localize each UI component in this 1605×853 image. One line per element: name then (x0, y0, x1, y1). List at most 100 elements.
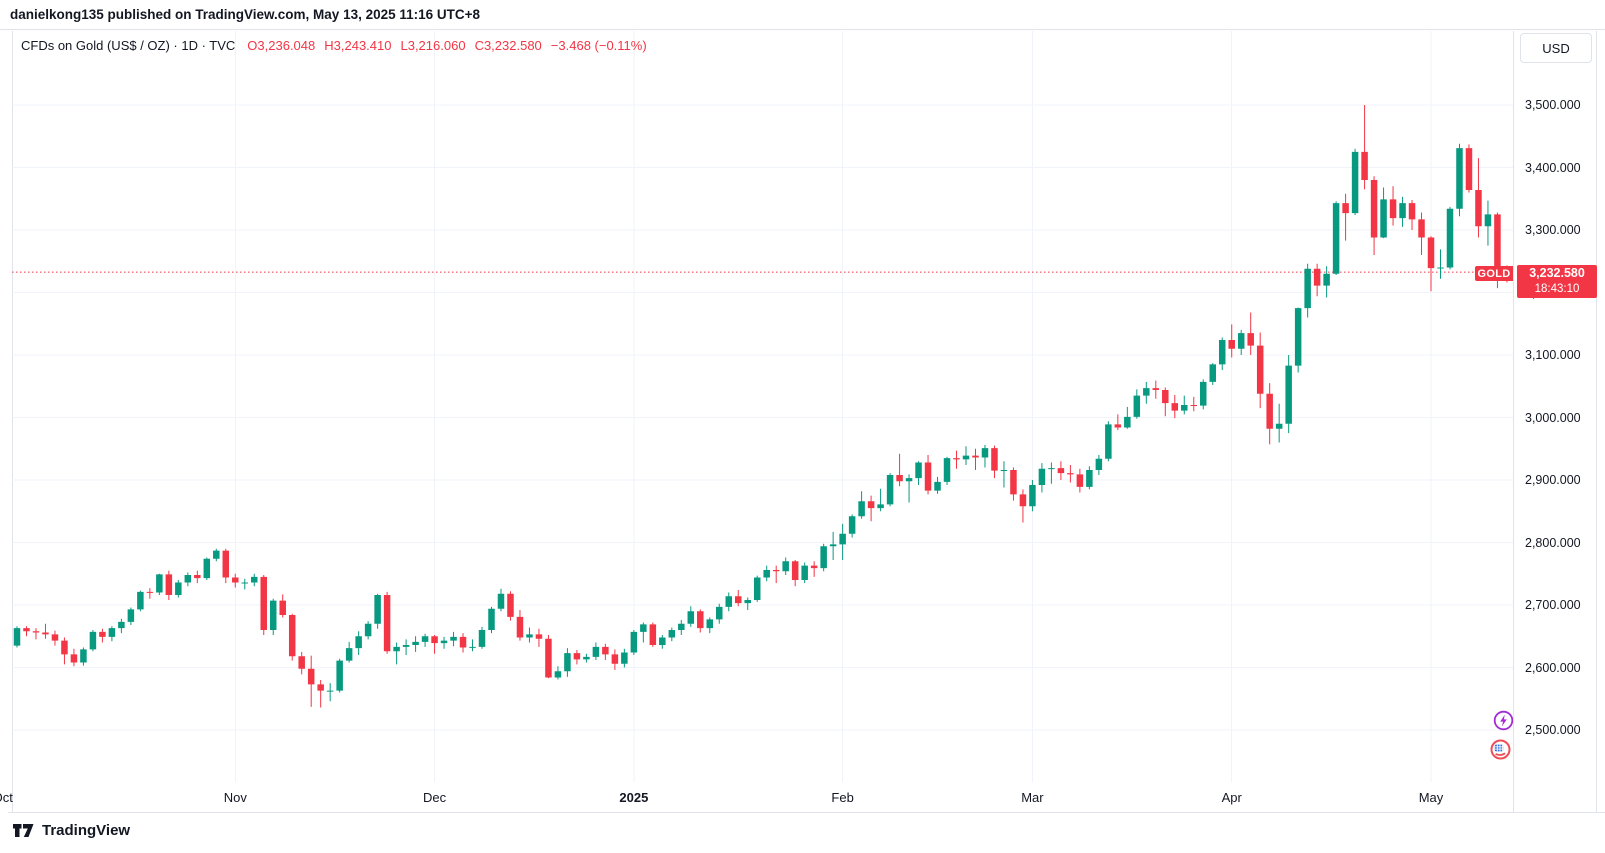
candle (364, 621, 372, 640)
candle (848, 514, 856, 538)
candle (1095, 455, 1103, 475)
candle (943, 456, 951, 485)
candle (213, 548, 220, 562)
candle (896, 453, 903, 487)
candle (1389, 186, 1397, 226)
tradingview-logo-mark (13, 824, 34, 837)
candle (345, 641, 353, 663)
lightning-icon[interactable] (1493, 710, 1514, 736)
ohlc-high: H3,243.410 (324, 38, 392, 53)
ohlc-change: −3.468 (−0.11%) (550, 38, 647, 53)
candle (118, 618, 125, 634)
candle (526, 627, 533, 643)
candle (602, 643, 609, 660)
candle (279, 594, 286, 618)
candle (51, 630, 59, 646)
candle (962, 446, 970, 465)
candle (934, 476, 941, 494)
candle (1399, 196, 1406, 227)
candle (1086, 466, 1093, 490)
candle (13, 626, 21, 648)
candle (877, 488, 884, 512)
candle (924, 455, 932, 495)
candle (431, 635, 438, 654)
candle (80, 647, 87, 666)
candle (1124, 406, 1131, 429)
candle (469, 639, 476, 652)
candle (1304, 263, 1311, 318)
candle (1143, 381, 1150, 404)
candle (640, 622, 647, 643)
candle (222, 548, 230, 584)
candle (611, 649, 619, 670)
symbol-title[interactable]: CFDs on Gold (US$ / OZ) · 1D · TVC (21, 38, 236, 53)
candle (194, 570, 201, 584)
candle (763, 565, 770, 582)
candle (1380, 187, 1387, 239)
candle (1019, 489, 1027, 523)
candle (820, 543, 827, 572)
candle (440, 636, 448, 649)
last-price-axis-label: 3,232.580 18:43:10 (1517, 265, 1597, 298)
candle (716, 603, 723, 624)
candle (1200, 379, 1207, 410)
candle (497, 588, 505, 612)
candle (269, 598, 277, 635)
candle (507, 591, 514, 621)
candle (678, 620, 685, 635)
ohlc-open: O3,236.048 (247, 38, 316, 53)
candle (61, 637, 68, 665)
candle (991, 445, 998, 479)
candle (1029, 480, 1036, 512)
candle (1228, 324, 1235, 358)
candle (1275, 403, 1283, 443)
candle (374, 593, 381, 629)
tradingview-logo[interactable]: TradingView (12, 822, 130, 839)
price-axis-separator (1513, 31, 1514, 812)
candle (1465, 144, 1473, 193)
candle (1057, 461, 1065, 480)
candle (1484, 200, 1492, 246)
candle (867, 495, 875, 522)
candle (1342, 193, 1349, 241)
candle (829, 531, 837, 560)
us-flag-icon[interactable] (1490, 739, 1511, 765)
candle (1133, 389, 1141, 419)
candle (697, 609, 704, 633)
candle (1446, 206, 1454, 270)
ohlc-low: L3,216.060 (400, 38, 466, 53)
candle (1408, 200, 1416, 230)
candle (858, 491, 865, 519)
candle (165, 570, 173, 600)
candle (402, 639, 410, 655)
candle (981, 445, 989, 468)
candle (1351, 148, 1359, 215)
candle (70, 648, 78, 667)
candle (1152, 380, 1160, 399)
currency-button[interactable]: USD (1520, 33, 1592, 63)
candle (1000, 461, 1008, 488)
candle (326, 683, 334, 702)
candle (1313, 263, 1321, 297)
candle (307, 655, 315, 707)
chart-border-left (12, 31, 13, 812)
candle (886, 473, 894, 507)
chart-border-bottom (8, 812, 1605, 813)
candles (13, 105, 1511, 708)
candle (1038, 463, 1046, 493)
candle (725, 592, 732, 612)
candle (241, 578, 249, 590)
candle (630, 630, 638, 655)
candle (1456, 143, 1463, 217)
candle (1247, 312, 1254, 355)
candle (137, 590, 144, 612)
candle (734, 590, 742, 607)
candle (184, 572, 192, 587)
tradingview-logo-text: TradingView (42, 822, 131, 839)
candle (99, 628, 106, 643)
candle (288, 613, 296, 661)
candle (488, 606, 495, 634)
symbol-header: CFDs on Gold (US$ / OZ) · 1D · TVC O3,236… (21, 38, 656, 53)
candle (1361, 105, 1368, 190)
